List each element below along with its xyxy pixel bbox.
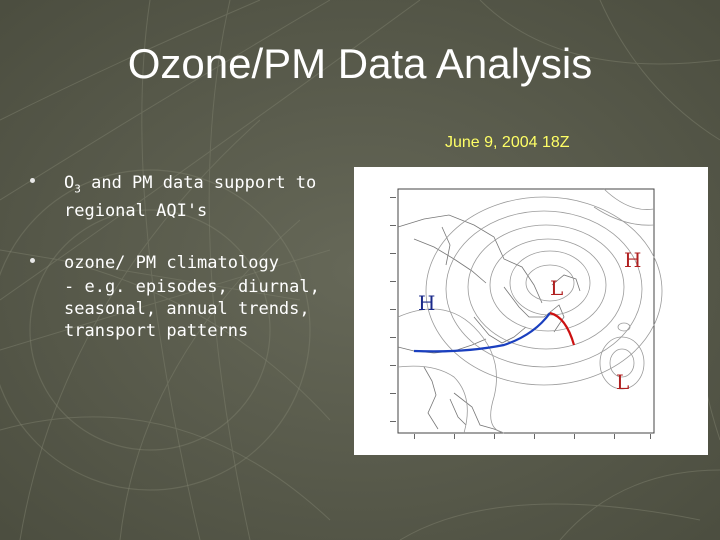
weather-map: H L H L [354, 167, 708, 455]
low-pressure-label-center: L [550, 276, 563, 300]
bullet-text-o3-pm: and PM data support to regional AQI's [64, 173, 317, 222]
low-pressure-label-southeast: L [616, 370, 629, 394]
warm-front-line [549, 311, 576, 346]
coastline-lines [397, 214, 581, 434]
bullet-text-climatology: ozone/ PM climatology [64, 253, 279, 274]
bullet-dot-icon [30, 258, 35, 264]
axis-ticks [390, 197, 651, 439]
weather-map-graphic: H L H L [390, 188, 663, 439]
bullet-detail-climatology: - e.g. episodes, diurnal, seasonal, annu… [64, 277, 320, 342]
o3-prefix: O [64, 173, 75, 193]
map-date-caption: June 9, 2004 18Z [445, 134, 570, 151]
high-pressure-label-west: H [418, 291, 435, 315]
bullet-item-climatology: ozone/ PM climatology - e.g. episodes, d… [30, 252, 350, 342]
slide-title: Ozone/PM Data Analysis [127, 40, 593, 87]
bullet-list: O3 and PM data support to regional AQI's… [30, 172, 350, 372]
bullet-item-o3-pm: O3 and PM data support to regional AQI's [30, 172, 350, 222]
high-pressure-label-east: H [624, 248, 641, 272]
isobar-lines [397, 188, 663, 434]
bullet-dot-icon [30, 178, 35, 183]
o3-subscript: 3 [74, 182, 81, 196]
cold-front-line [413, 312, 551, 353]
